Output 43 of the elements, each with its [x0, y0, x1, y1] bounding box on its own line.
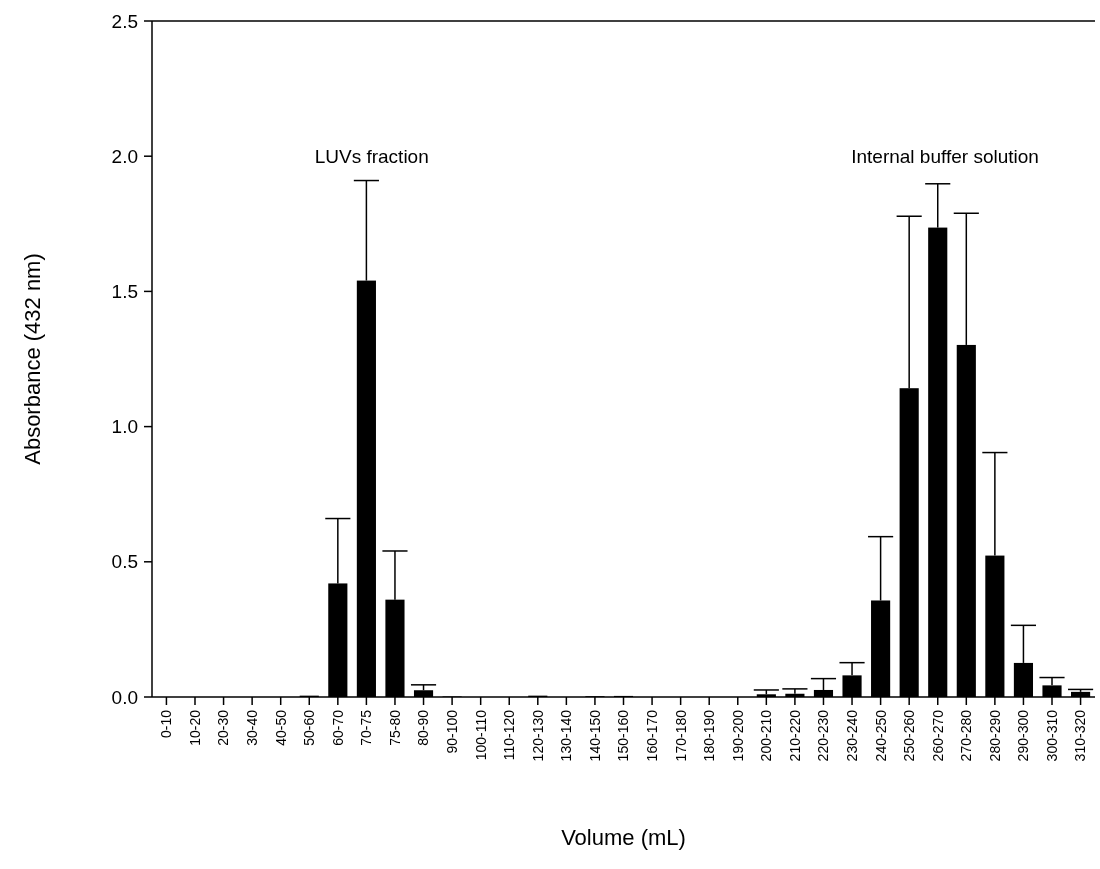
x-tick-label: 50-60 — [301, 709, 318, 746]
x-tick-label: 280-290 — [986, 709, 1003, 762]
x-tick-label: 270-280 — [958, 709, 975, 762]
x-tick-label: 20-30 — [215, 709, 232, 746]
x-tick-label: 310-320 — [1072, 709, 1089, 762]
x-tick-label: 220-230 — [815, 709, 832, 762]
x-tick-label: 300-310 — [1043, 709, 1060, 762]
y-tick-label: 0.0 — [111, 686, 138, 708]
x-tick-label: 90-100 — [444, 709, 460, 754]
x-tick-label: 75-80 — [386, 709, 403, 746]
x-axis-title: Volume (mL) — [561, 825, 686, 850]
x-tick-label: 40-50 — [272, 709, 289, 746]
x-tick-label: 0-10 — [158, 709, 175, 739]
x-tick-label: 190-200 — [729, 709, 746, 762]
x-tick-label: 120-130 — [529, 709, 546, 762]
x-tick-label: 130-140 — [558, 709, 575, 762]
x-tick-label: 240-250 — [872, 709, 889, 762]
x-tick-label: 70-75 — [358, 709, 375, 746]
x-tick-label: 170-180 — [672, 709, 689, 762]
x-tick-label: 60-70 — [329, 709, 346, 746]
x-tick-label: 140-150 — [586, 709, 603, 762]
x-tick-label: 80-90 — [415, 709, 432, 746]
y-tick-label: 2.0 — [111, 145, 138, 167]
x-tick-label: 150-160 — [615, 709, 632, 762]
y-tick-label: 1.0 — [111, 416, 138, 438]
x-tick-label: 200-210 — [758, 709, 775, 762]
y-tick-label: 2.5 — [111, 10, 138, 32]
x-tick-label: 250-260 — [901, 709, 918, 762]
y-tick-label: 0.5 — [111, 551, 138, 573]
x-tick-label: 260-270 — [929, 709, 946, 762]
x-tick-label: 230-240 — [843, 709, 860, 762]
x-tick-label: 30-40 — [244, 709, 261, 746]
x-tick-label: 100-110 — [472, 709, 489, 761]
annotation: LUVs fraction — [314, 146, 429, 167]
y-axis-title: Absorbance (432 nm) — [20, 253, 45, 465]
x-tick-label: 110-120 — [501, 709, 518, 761]
y-tick-label: 1.5 — [111, 281, 138, 303]
x-tick-label: 10-20 — [186, 709, 203, 746]
annotation: Internal buffer solution — [851, 146, 1039, 167]
x-tick-label: 210-220 — [786, 709, 803, 762]
x-tick-label: 180-190 — [701, 709, 718, 762]
x-tick-label: 290-300 — [1015, 709, 1032, 762]
x-tick-label: 160-170 — [643, 709, 660, 762]
